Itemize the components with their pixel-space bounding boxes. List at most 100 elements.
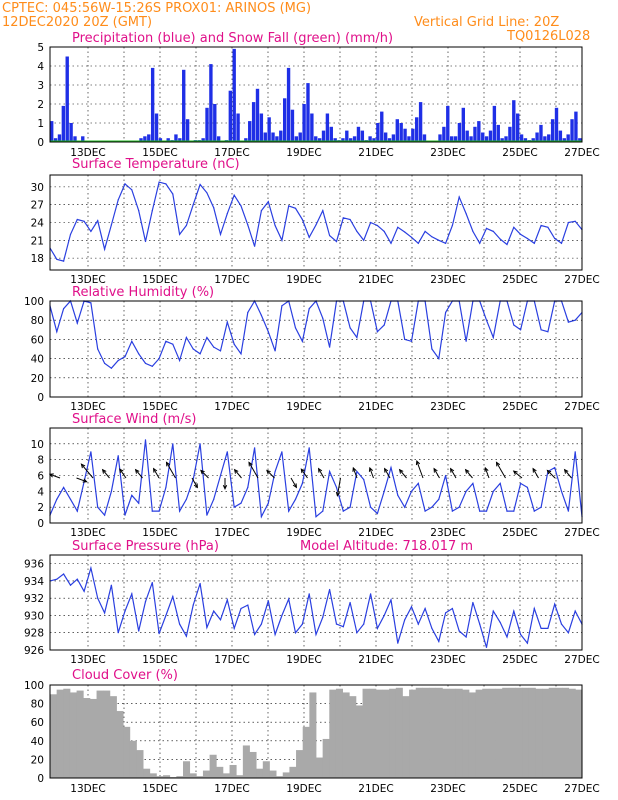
header-date: 12DEC2020 20Z (GMT): [2, 15, 152, 30]
data-point: [499, 482, 501, 484]
data-point: [172, 443, 174, 445]
precip-bar: [154, 113, 159, 142]
precip-bar: [325, 113, 330, 142]
precip-bar: [255, 88, 260, 142]
data-point: [315, 224, 317, 226]
y-tick-label: 20: [31, 373, 44, 385]
cloud-cover-bar: [309, 692, 317, 778]
data-point: [513, 324, 515, 326]
data-point: [547, 627, 549, 630]
data-point: [513, 226, 515, 228]
data-point: [431, 506, 433, 508]
data-point: [308, 308, 310, 310]
x-tick-label: 27DEC: [564, 401, 599, 413]
precip-bar: [345, 130, 349, 142]
x-tick-label: 15DEC: [142, 401, 177, 413]
y-tick-label: 18: [31, 253, 44, 265]
data-point: [513, 610, 515, 612]
x-tick-label: 17DEC: [214, 783, 249, 795]
data-point: [158, 181, 160, 183]
wind-arrow-head: [464, 468, 470, 474]
data-point: [240, 353, 242, 355]
wind-arrow-head: [101, 468, 107, 474]
data-point: [240, 205, 242, 207]
x-tick-label: 13DEC: [70, 783, 105, 795]
precip-bar: [558, 130, 563, 142]
data-point: [294, 327, 297, 329]
wind-arrow-head: [80, 463, 86, 469]
data-point: [144, 439, 147, 441]
x-tick-label: 21DEC: [358, 527, 393, 539]
data-point: [349, 327, 351, 329]
x-tick-label: 25DEC: [502, 783, 537, 795]
data-point: [144, 601, 147, 603]
cloud-cover-bar: [129, 740, 137, 778]
data-point: [63, 573, 65, 575]
data-point: [349, 506, 351, 508]
wind-arrow-head: [233, 468, 239, 474]
data-point: [410, 236, 413, 238]
data-point: [110, 367, 112, 369]
data-point: [356, 336, 358, 339]
data-point: [342, 217, 344, 219]
data-point: [76, 578, 78, 580]
precip-bar: [523, 138, 528, 142]
data-point: [417, 242, 419, 244]
data-point: [574, 319, 576, 321]
x-tick-label: 19DEC: [286, 783, 321, 795]
data-point: [199, 582, 201, 585]
data-point: [526, 237, 529, 240]
data-point: [138, 630, 140, 632]
data-point: [172, 193, 174, 195]
data-point: [424, 607, 426, 610]
x-tick-label: 27DEC: [564, 274, 599, 286]
precip-bar: [185, 119, 190, 142]
data-point: [97, 220, 99, 222]
data-point: [110, 490, 112, 492]
cloud-cover-bar: [202, 770, 210, 778]
data-point: [260, 314, 262, 316]
y-tick-label: 0: [37, 773, 44, 785]
cloud-cover-bar: [449, 688, 457, 778]
data-point: [199, 183, 201, 186]
x-tick-label: 17DEC: [214, 401, 249, 413]
data-point: [533, 607, 535, 610]
panel-title: Surface Pressure (hPa): [72, 539, 219, 554]
precip-bar: [341, 138, 345, 142]
precip-bar: [216, 136, 221, 142]
data-point: [233, 194, 235, 196]
x-tick-label: 15DEC: [142, 147, 177, 159]
data-point: [199, 443, 201, 445]
precip-bar: [554, 107, 559, 142]
y-tick-label: 5: [37, 42, 44, 54]
x-tick-label: 15DEC: [142, 654, 177, 666]
data-point: [567, 632, 570, 634]
data-point: [131, 494, 133, 496]
data-point: [322, 210, 324, 212]
y-tick-label: 30: [31, 182, 44, 194]
precip-bar: [61, 105, 66, 142]
data-point: [335, 486, 338, 488]
y-tick-label: 20: [31, 754, 44, 766]
data-point: [247, 604, 249, 606]
panel-4: Surface Wind (m/s) 0 2 4 6 8 10 13DEC 15DEC 17DEC…: [31, 412, 600, 539]
data-point: [383, 490, 385, 492]
precip-bar: [321, 130, 326, 142]
panel-frame: [49, 46, 583, 143]
wind-arrow-head: [335, 491, 341, 497]
precip-bar: [306, 83, 310, 142]
data-point: [90, 451, 92, 453]
y-tick-label: 0: [37, 392, 44, 404]
cloud-cover-bar: [429, 687, 437, 778]
cloud-cover-bar: [468, 692, 476, 778]
wind-arrow: [266, 470, 275, 479]
data-point: [472, 482, 474, 484]
precip-bar: [380, 111, 384, 142]
x-tick-label: 23DEC: [430, 654, 465, 666]
data-point: [417, 482, 419, 484]
data-point: [376, 512, 378, 515]
cloud-cover-bar: [136, 750, 144, 778]
y-tick-label: 2: [37, 502, 44, 514]
cloud-cover-bar: [149, 773, 157, 778]
data-point: [315, 633, 317, 636]
